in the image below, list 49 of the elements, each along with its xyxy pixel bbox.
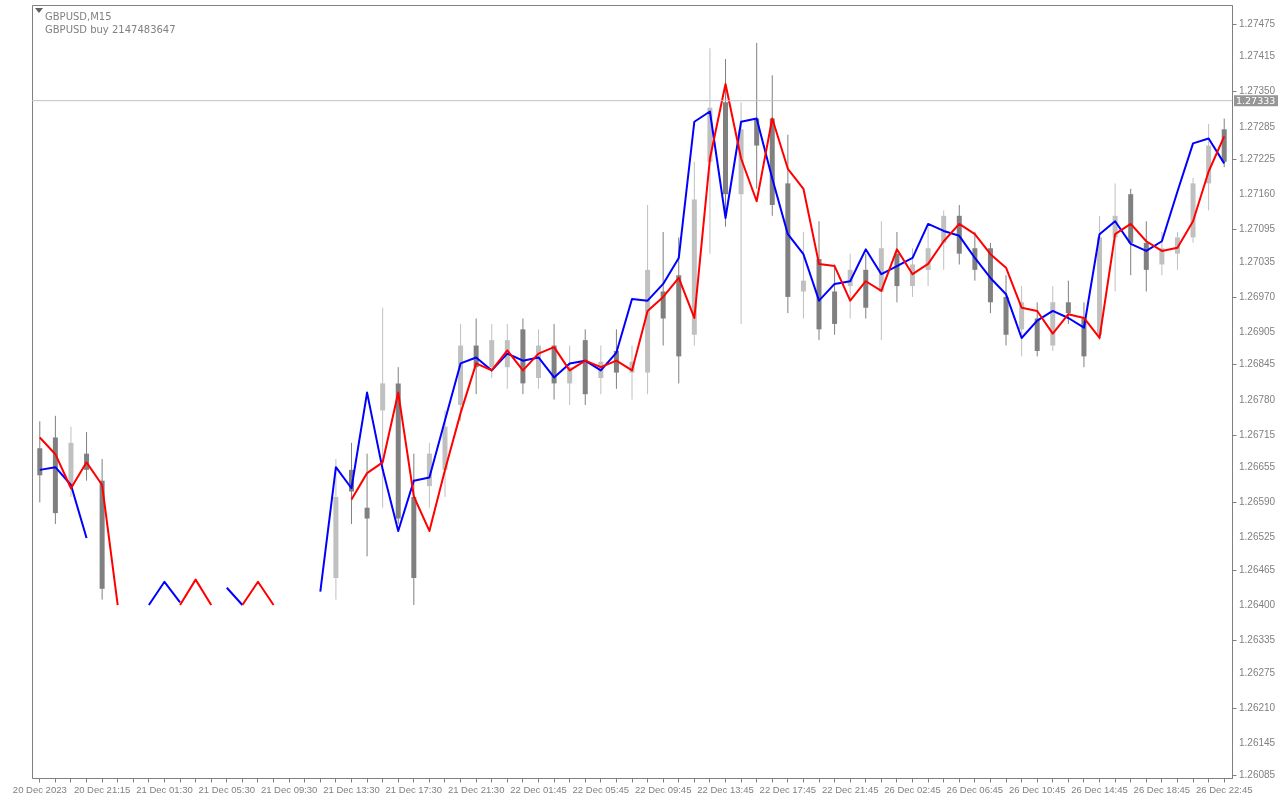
x-tick-label: 26 Dec 22:45 bbox=[1195, 783, 1253, 795]
x-tick-label: 21 Dec 21:30 bbox=[447, 783, 505, 795]
ref-line-label: 1.27333 bbox=[1236, 94, 1276, 106]
y-tick-label: 1.26525 bbox=[1239, 531, 1276, 543]
x-tick-label: 21 Dec 13:30 bbox=[323, 783, 380, 795]
y-tick-label: 1.26465 bbox=[1239, 563, 1276, 575]
y-tick-label: 1.26590 bbox=[1239, 496, 1276, 508]
x-tick-label: 22 Dec 13:45 bbox=[697, 783, 754, 795]
x-tick-label: 22 Dec 09:45 bbox=[634, 783, 692, 795]
y-tick-label: 1.26655 bbox=[1239, 461, 1276, 473]
y-tick-label: 1.26845 bbox=[1239, 358, 1276, 370]
x-tick-label: 26 Dec 14:45 bbox=[1071, 783, 1128, 795]
y-tick-label: 1.26145 bbox=[1239, 736, 1276, 748]
x-tick-label: 21 Dec 17:30 bbox=[385, 783, 443, 795]
y-tick-label: 1.26970 bbox=[1239, 290, 1276, 302]
y-tick-label: 1.27350 bbox=[1239, 85, 1276, 97]
x-tick-label: 26 Dec 18:45 bbox=[1133, 783, 1191, 795]
y-tick-label: 1.26210 bbox=[1239, 701, 1276, 713]
y-tick-label: 1.26780 bbox=[1239, 393, 1276, 405]
y-tick-label: 1.26335 bbox=[1239, 634, 1276, 646]
x-tick-label: 21 Dec 01:30 bbox=[136, 783, 193, 795]
x-tick-label: 22 Dec 21:45 bbox=[821, 783, 879, 795]
candlestick bbox=[364, 453, 370, 557]
y-tick-label: 1.26400 bbox=[1239, 599, 1276, 611]
candlestick bbox=[1065, 280, 1071, 325]
y-tick-label: 1.27160 bbox=[1239, 188, 1276, 200]
x-tick-label: 22 Dec 05:45 bbox=[572, 783, 630, 795]
x-tick-label: 26 Dec 06:45 bbox=[946, 783, 1004, 795]
y-tick-label: 1.26275 bbox=[1239, 666, 1276, 678]
candlestick bbox=[800, 231, 806, 320]
x-tick-label: 20 Dec 2023 bbox=[12, 783, 67, 795]
y-tick-label: 1.27225 bbox=[1239, 153, 1276, 165]
y-tick-label: 1.27475 bbox=[1239, 17, 1276, 29]
y-tick-label: 1.26715 bbox=[1239, 428, 1276, 440]
y-tick-label: 1.26085 bbox=[1239, 769, 1276, 781]
y-tick-label: 1.27285 bbox=[1239, 120, 1276, 132]
text: GBPUSD,M15 bbox=[45, 11, 112, 22]
x-tick-label: 21 Dec 05:30 bbox=[198, 783, 256, 795]
x-tick-label: 22 Dec 01:45 bbox=[510, 783, 567, 795]
y-tick-label: 1.27095 bbox=[1239, 223, 1276, 235]
y-tick-label: 1.27035 bbox=[1239, 255, 1276, 267]
text: GBPUSD buy 2147483647 bbox=[45, 24, 176, 35]
y-tick-label: 1.26905 bbox=[1239, 326, 1276, 338]
x-tick-label: 20 Dec 21:15 bbox=[73, 783, 131, 795]
x-tick-label: 26 Dec 02:45 bbox=[884, 783, 941, 795]
x-tick-label: 26 Dec 10:45 bbox=[1008, 783, 1066, 795]
x-tick-label: 21 Dec 09:30 bbox=[260, 783, 318, 795]
x-tick-label: 22 Dec 17:45 bbox=[759, 783, 817, 795]
y-tick-label: 1.27415 bbox=[1239, 50, 1276, 62]
